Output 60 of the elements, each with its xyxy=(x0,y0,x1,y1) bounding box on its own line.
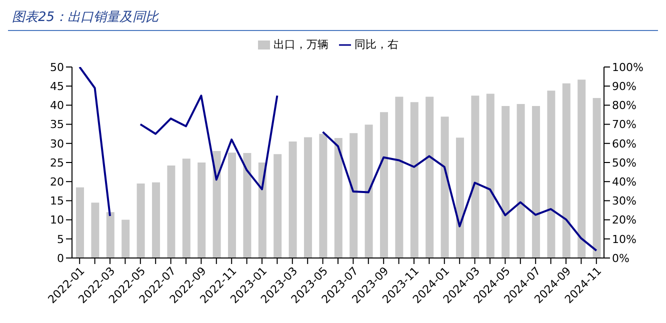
legend-label: 同比，右 xyxy=(354,38,398,51)
y2-tick-label: 20% xyxy=(612,214,636,227)
bar xyxy=(136,184,145,258)
chart-title: 图表25：出口销量及同比 xyxy=(8,8,658,31)
bar xyxy=(516,104,525,258)
y2-tick-label: 90% xyxy=(612,80,636,94)
y-tick-label: 15 xyxy=(50,194,64,208)
y2-tick-label: 40% xyxy=(612,176,636,189)
y2-tick-label: 60% xyxy=(612,137,636,150)
bar xyxy=(471,96,480,258)
y2-tick-label: 10% xyxy=(612,232,636,246)
bar xyxy=(592,98,601,258)
y-tick-label: 0 xyxy=(57,252,64,265)
y-tick-label: 40 xyxy=(50,99,64,112)
bar xyxy=(198,162,206,258)
y2-tick-label: 100% xyxy=(612,60,644,74)
bar xyxy=(76,187,84,258)
legend-label: 出口，万辆 xyxy=(274,38,328,51)
bar xyxy=(502,106,510,258)
bar xyxy=(212,151,221,258)
y2-tick-label: 50% xyxy=(612,156,636,170)
bar xyxy=(334,138,342,258)
y-tick-label: 30 xyxy=(50,137,64,150)
bar xyxy=(578,80,586,258)
bar xyxy=(258,162,266,258)
y-tick-label: 25 xyxy=(50,156,64,170)
bar xyxy=(106,212,114,258)
bar xyxy=(288,141,297,258)
bar xyxy=(182,158,190,258)
bar xyxy=(562,83,570,258)
y2-tick-label: 70% xyxy=(612,118,636,132)
bar xyxy=(426,96,434,258)
y-tick-label: 35 xyxy=(50,118,64,132)
bar xyxy=(532,106,540,258)
y2-tick-label: 30% xyxy=(612,194,636,208)
y-tick-label: 20 xyxy=(50,176,64,189)
y-tick-label: 45 xyxy=(50,80,64,94)
y2-tick-label: 80% xyxy=(612,99,636,112)
bar xyxy=(547,90,556,258)
y-tick-label: 10 xyxy=(50,214,64,227)
bar xyxy=(380,112,388,258)
bar xyxy=(410,102,418,258)
bar xyxy=(167,166,176,258)
bar xyxy=(319,134,328,258)
bar xyxy=(243,152,252,258)
bar xyxy=(456,138,464,258)
y-tick-label: 5 xyxy=(57,232,64,246)
bar xyxy=(350,133,358,258)
bar xyxy=(152,182,160,258)
bar xyxy=(486,94,494,258)
bar xyxy=(122,220,130,258)
y2-tick-label: 0% xyxy=(612,252,630,265)
bar xyxy=(304,137,312,258)
bar xyxy=(91,202,100,258)
y-tick-label: 50 xyxy=(50,60,64,74)
bar xyxy=(274,154,282,258)
bar xyxy=(395,96,404,258)
bar xyxy=(440,116,449,258)
bar xyxy=(228,152,236,258)
bar xyxy=(364,124,373,258)
